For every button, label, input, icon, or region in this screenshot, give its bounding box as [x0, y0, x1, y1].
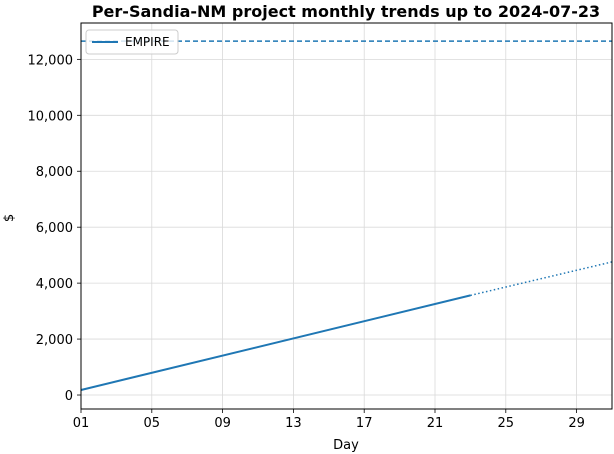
x-tick-label: 17 [356, 416, 373, 431]
series-layer [80, 40, 613, 391]
x-tick-label: 21 [427, 416, 444, 431]
y-tick-label: 6,000 [36, 221, 73, 236]
y-axis-label: $ [2, 214, 17, 222]
y-tick-label: 2,000 [36, 333, 73, 348]
y-tick-label: 8,000 [36, 165, 73, 180]
x-tick-label: 09 [214, 416, 231, 431]
x-tick-label: 25 [498, 416, 515, 431]
plot-frame [80, 22, 613, 410]
y-tick-label: 4,000 [36, 277, 73, 292]
legend: EMPIRE [85, 29, 179, 55]
x-axis: 01 05 09 13 17 21 25 29 [73, 409, 585, 431]
y-axis: 0 2,000 4,000 6,000 8,000 10,000 12,000 [28, 53, 81, 404]
y-tick-label: 0 [65, 389, 73, 404]
x-tick-label: 01 [73, 416, 90, 431]
grid [80, 23, 612, 409]
legend-label: EMPIRE [125, 35, 170, 49]
y-tick-label: 12,000 [28, 53, 74, 68]
legend-box [85, 29, 179, 55]
series-actual-line [80, 294, 471, 391]
x-tick-label: 29 [568, 416, 585, 431]
series-projection-line [470, 261, 613, 297]
x-axis-label: Day [333, 438, 359, 453]
x-tick-label: 05 [144, 416, 161, 431]
chart-title: Per-Sandia-NM project monthly trends up … [92, 2, 600, 21]
y-tick-label: 10,000 [28, 109, 74, 124]
x-tick-label: 13 [285, 416, 302, 431]
